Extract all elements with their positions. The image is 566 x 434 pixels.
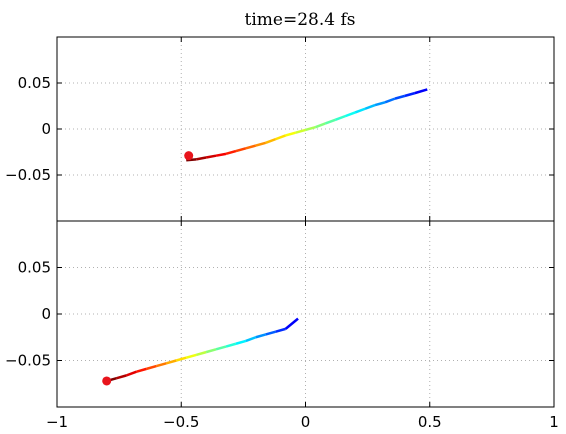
trajectory-segment [315,122,326,129]
trajectory-segment [146,364,157,371]
trajectory-segment [195,350,207,357]
x-tick-label: 0 [301,413,311,431]
trajectory-segment [265,137,277,144]
trajectory-segment [245,336,257,343]
trajectory-segment [334,114,346,121]
x-tick-label: 1 [549,413,559,431]
trajectory-segment [126,370,137,377]
trajectory-segment [225,149,237,156]
trajectory-segment [245,144,257,150]
axes-box [56,220,555,408]
trajectory-segment [175,356,187,362]
trajectory-segment [404,91,416,98]
trajectory-segment [344,111,356,118]
trajectory-segment [354,107,366,114]
trajectory-segment [305,125,316,132]
trajectory-segment [285,131,296,137]
trajectory-segment [364,103,376,110]
trajectory-segment [275,327,286,333]
trajectory-segment [265,330,277,336]
trajectory-segment [185,353,197,359]
trajectory-segment [215,152,227,157]
chart-title: time=28.4 fs [245,10,356,30]
trajectory-segment [195,156,207,161]
trajectory-segment [116,374,127,380]
trajectory-segment [205,154,217,159]
y-tick-label: −0.05 [5,166,51,184]
trajectory-segment [235,147,247,153]
y-tick-label: 0.05 [18,259,51,277]
trajectory-segment [394,94,406,100]
position-marker [184,151,194,161]
trajectory-segment [275,134,287,141]
trajectory-segment [156,362,167,368]
trajectory-segment [384,97,396,104]
y-tick-label: 0.05 [18,74,51,92]
panel-top: 0.05 0 −0.05 [5,36,555,222]
x-tick-label: −1 [46,413,68,431]
trajectory-segment [255,141,267,147]
trajectory-segment [255,333,267,339]
trajectory-segment [295,128,306,134]
trajectory-segment [186,158,197,162]
x-tick-labels: −1 −0.5 0 0.5 1 [46,413,559,431]
x-tick-label: −0.5 [163,413,199,431]
y-tick-label: 0 [41,305,51,323]
trajectory-segment [235,339,247,345]
y-tick-label: −0.05 [5,352,51,370]
position-marker [102,376,112,386]
trajectory-segment [215,345,227,351]
panel-bottom: 0.05 0 −0.05 [5,220,555,408]
trajectory-segment [374,101,386,107]
x-tick-label: 0.5 [418,413,442,431]
trajectory-segment [225,342,237,348]
trajectory-segment [414,88,428,95]
trajectory-segment [284,317,299,330]
trajectory-segment [166,359,177,365]
trajectory-segment [324,118,336,125]
y-tick-label: 0 [41,120,51,138]
panels-group: 0.05 0 −0.05 0.05 0 −0.05 [5,36,555,408]
trajectory-segment [136,367,147,373]
trajectory-segment [205,348,217,354]
